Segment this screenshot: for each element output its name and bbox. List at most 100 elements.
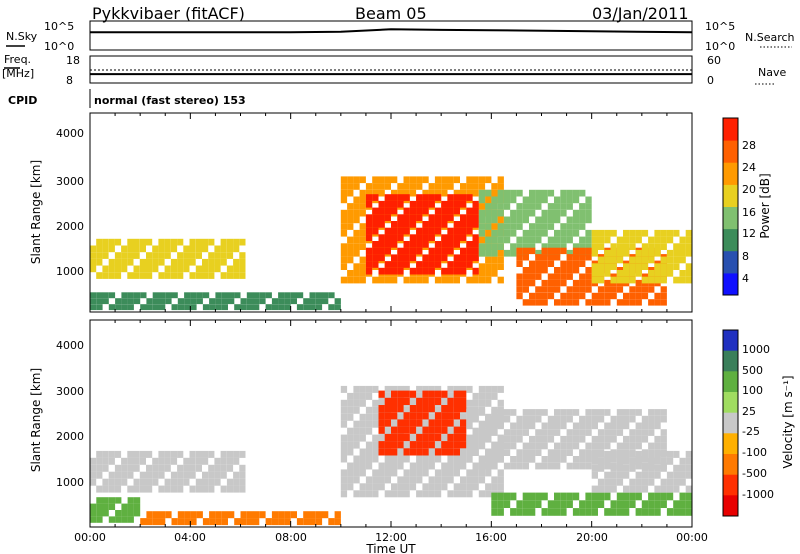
velocity-cell [635,409,642,416]
velocity-cell [522,442,529,450]
velocity-cell [654,464,661,472]
velocity-cell [616,442,624,450]
velocity-cell [409,426,417,434]
velocity-cell [139,478,146,486]
velocity-cell [434,469,442,477]
power-cell [466,189,473,197]
power-cell [403,247,410,255]
power-cell [378,200,385,208]
power-cell [535,203,542,210]
xtick-2400: 00:00 [676,531,708,544]
freq-panel: Freq. [MHz] 18 8 60 0 Nave [2,53,786,87]
velocity-cell [472,409,479,416]
velocity-cell [472,435,479,443]
power-cell [441,176,448,184]
power-cell [334,298,341,305]
power-cell [434,176,442,184]
velocity-cell [516,449,523,456]
power-cell [422,267,429,275]
velocity-cell [478,476,486,484]
power-cell [472,241,479,248]
velocity-cell [359,483,366,491]
power-cell [365,194,373,201]
power-cell [547,292,555,300]
power-cell [422,221,429,228]
velocity-cell [485,435,492,443]
power-cell [196,298,203,305]
velocity-cell [202,518,210,526]
velocity-cell [472,469,479,477]
velocity-cell [635,478,642,486]
power-cell [234,292,241,299]
power-cell [215,304,222,311]
power-cell [629,276,636,284]
power-cell [422,241,429,248]
power-cell [384,227,391,235]
velocity-cell [485,399,492,407]
power-cell [585,196,592,204]
power-cell [365,247,373,255]
velocity-cell [403,426,410,434]
power-cell [96,304,103,311]
power-cell [378,176,385,184]
velocity-cell [560,415,567,423]
velocity-cell [547,429,555,436]
power-cell [541,216,548,224]
velocity-cell [579,429,586,436]
velocity-cell [422,455,429,463]
velocity-cell [334,518,341,526]
power-cell [566,260,573,267]
power-tick-12: 12 [742,227,756,240]
velocity-cell [391,469,398,477]
power-cell [359,236,366,244]
power-cell [164,265,171,273]
velocity-cell [597,415,605,423]
velocity-cell [560,449,567,456]
power-cell [566,267,573,274]
velocity-cell [422,405,429,413]
velocity-cell [447,462,454,470]
power-cell [585,203,592,210]
power-cell [535,299,542,306]
velocity-cell [591,485,598,493]
power-cell [403,189,410,197]
power-cell [510,223,517,230]
velocity-colorbar-swatch [723,350,738,372]
power-cell [228,292,235,299]
power-cell [485,249,492,257]
power-cell [90,304,97,311]
power-cell [208,252,215,259]
power-cell [397,221,404,228]
velocity-cell [466,409,473,416]
power-cell [195,238,202,246]
power-colorbar: 28 24 20 16 12 8 4 Power [dB] [722,117,772,296]
power-cell [453,200,460,208]
power-cell [579,273,586,280]
power-cell [96,292,103,299]
power-cell [554,209,561,217]
power-cell [547,236,555,244]
power-cell [635,292,642,300]
power-cell [541,247,548,255]
power-cell [391,267,398,275]
velocity-colorbar-swatch [723,371,738,393]
velocity-cell [96,471,103,479]
velocity-cell [554,508,561,516]
velocity-cell [547,435,555,443]
power-cell [529,236,536,244]
velocity-cell [648,500,655,508]
power-cell [196,292,203,299]
power-cell [629,236,636,244]
power-cell [347,236,354,244]
velocity-cell [466,449,473,456]
velocity-cell [616,415,624,423]
velocity-cell [572,429,580,436]
velocity-cell [629,442,636,450]
velocity-cell [133,450,140,458]
power-cell [428,267,435,275]
power-colorbar-swatch [723,118,738,141]
power-cell [378,276,385,284]
nsky-right-tick-top: 10^5 [705,20,735,33]
velocity-cell [485,449,492,456]
velocity-cell [597,492,605,501]
